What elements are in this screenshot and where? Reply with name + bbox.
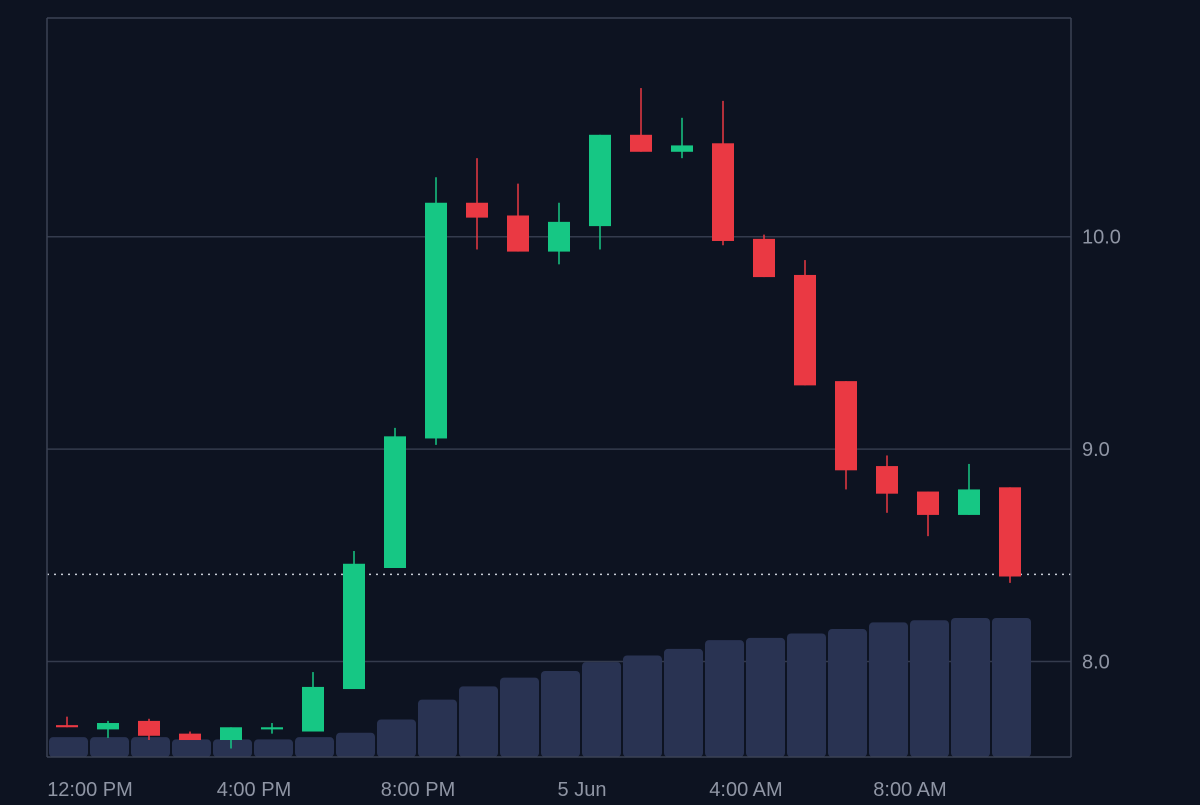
volume-bar [49, 737, 88, 757]
volume-bar [623, 655, 662, 757]
candle-body [425, 202, 447, 439]
candle [876, 455, 898, 513]
volume-bar [746, 637, 785, 757]
candle [261, 723, 283, 734]
volume-bars [49, 618, 1031, 757]
candle [917, 491, 939, 537]
y-axis-ticks: 8.0 9.0 10.0 [1082, 227, 1121, 674]
volume-bar [951, 618, 990, 757]
candle-body [138, 720, 160, 736]
x-tick-label: 12:00 PM [47, 779, 133, 800]
candle-body [917, 491, 939, 515]
candle [999, 487, 1021, 583]
grid-lines [47, 235, 1071, 663]
candle-body [384, 436, 406, 569]
candle [630, 88, 652, 152]
candle-body [179, 733, 201, 741]
volume-bar [131, 737, 170, 757]
y-tick-label: 10.0 [1082, 227, 1121, 249]
candle-body [958, 489, 980, 515]
candle-body [671, 145, 693, 152]
candle [220, 727, 242, 749]
y-tick-label: 8.0 [1082, 651, 1110, 673]
candle-body [589, 134, 611, 227]
candle [958, 463, 980, 515]
candle-body [302, 686, 324, 732]
candle-body [630, 134, 652, 152]
candle [97, 720, 119, 738]
candle [794, 260, 816, 386]
candle [138, 718, 160, 741]
volume-bar [213, 739, 252, 757]
candle [671, 117, 693, 159]
candle-body [220, 727, 242, 741]
candle-body [835, 381, 857, 471]
candles [56, 88, 1021, 749]
x-axis-ticks: 12:00 PM 4:00 PM 8:00 PM 5 Jun 4:00 AM 8:00 A… [47, 779, 947, 801]
candle [507, 183, 529, 252]
x-tick-label: 4:00 PM [217, 779, 291, 800]
volume-bar [705, 640, 744, 757]
candle-body [999, 487, 1021, 577]
volume-bar [418, 699, 457, 757]
candle [712, 100, 734, 246]
candle [302, 672, 324, 732]
candle-body [876, 466, 898, 494]
volume-bar [295, 737, 334, 757]
volume-bar [828, 629, 867, 757]
volume-bar [90, 737, 129, 757]
candle [466, 158, 488, 250]
volume-bar [459, 686, 498, 757]
candle [753, 234, 775, 278]
plot-frame [46, 17, 1072, 758]
y-tick-label: 9.0 [1082, 439, 1110, 461]
x-tick-label: 8:00 AM [873, 779, 946, 800]
x-tick-label: 4:00 AM [709, 779, 782, 800]
candle [835, 381, 857, 490]
candle [548, 202, 570, 265]
candle-body [97, 723, 119, 730]
candle-body [794, 274, 816, 386]
candle-body [343, 563, 365, 690]
candle-body [56, 725, 78, 728]
candle [343, 551, 365, 690]
volume-bar [787, 633, 826, 757]
volume-bar [172, 739, 211, 757]
volume-bar [992, 618, 1031, 757]
volume-bar [910, 620, 949, 757]
volume-bar [377, 719, 416, 757]
volume-bar [582, 662, 621, 757]
candle-body [507, 215, 529, 252]
x-tick-label: 5 Jun [558, 779, 607, 800]
volume-bar [541, 670, 580, 757]
volume-bar [664, 648, 703, 757]
candle [425, 177, 447, 445]
volume-bar [336, 732, 375, 757]
volume-bar [869, 622, 908, 757]
candle-body [466, 202, 488, 218]
candle-body [548, 221, 570, 252]
x-tick-label: 8:00 PM [381, 779, 455, 800]
candle-body [712, 143, 734, 241]
candle-body [261, 727, 283, 730]
candle [589, 134, 611, 250]
candle [384, 427, 406, 569]
volume-bar [500, 677, 539, 757]
volume-bar [254, 739, 293, 757]
candle [179, 731, 201, 741]
candle-body [753, 238, 775, 278]
candle [56, 716, 78, 728]
